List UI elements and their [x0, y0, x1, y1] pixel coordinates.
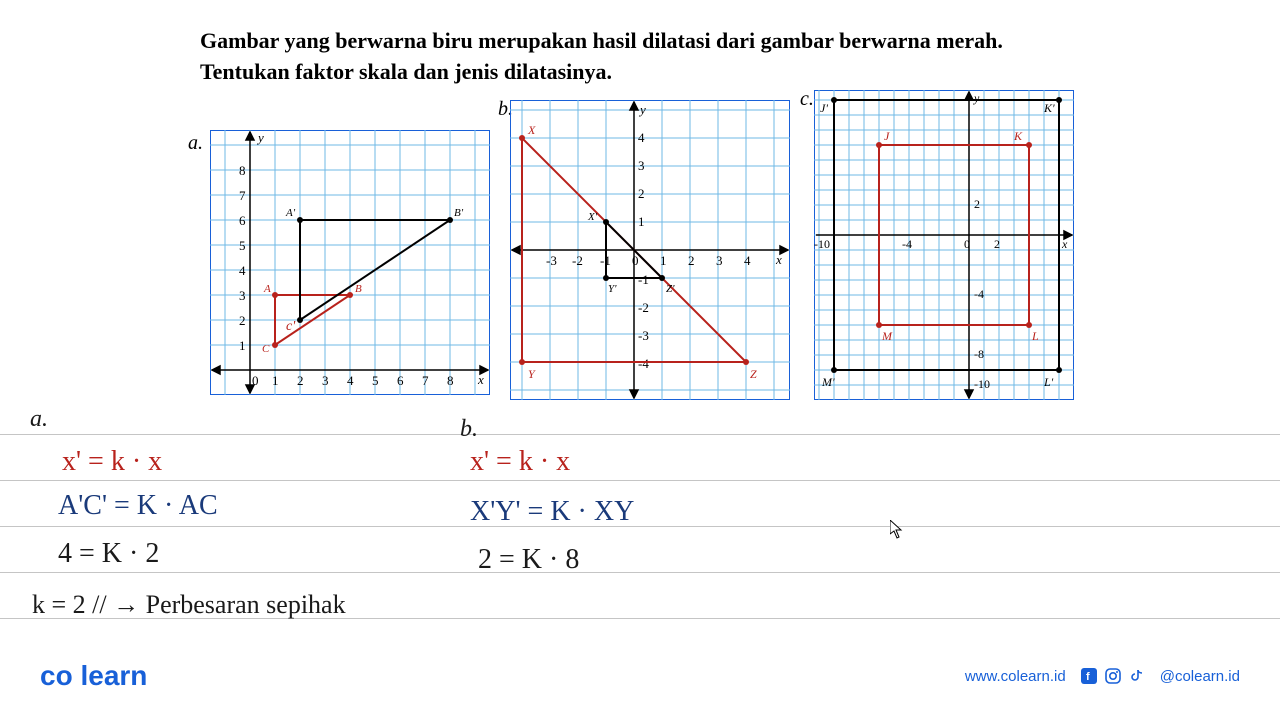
svg-text:1: 1 — [660, 253, 667, 268]
svg-text:x: x — [1061, 237, 1068, 251]
svg-text:K: K — [1013, 129, 1023, 143]
svg-text:Y: Y — [528, 367, 536, 381]
svg-text:L: L — [1031, 329, 1039, 343]
svg-text:B': B' — [454, 207, 464, 219]
svg-text:5: 5 — [372, 373, 379, 388]
svg-text:-2: -2 — [572, 253, 583, 268]
svg-text:Z: Z — [750, 367, 757, 381]
social-handle: @colearn.id — [1160, 668, 1240, 685]
hw-b-line1: x' = k · x — [470, 446, 570, 478]
svg-text:3: 3 — [322, 373, 329, 388]
svg-text:1: 1 — [638, 214, 645, 229]
svg-text:8: 8 — [239, 163, 246, 178]
svg-text:2: 2 — [974, 197, 980, 211]
social-icons: f — [1080, 667, 1146, 685]
svg-text:-3: -3 — [638, 328, 649, 343]
svg-text:-4: -4 — [638, 356, 649, 371]
diagram-c: -10 -4 0 2 2 -4 -8 -10 y x J K L M J' K' L' M' — [814, 90, 1074, 400]
question-text: Gambar yang berwarna biru merupakan hasi… — [200, 26, 1080, 88]
svg-text:7: 7 — [422, 373, 429, 388]
svg-text:5: 5 — [239, 238, 246, 253]
svg-text:y: y — [638, 102, 646, 117]
svg-text:2: 2 — [688, 253, 695, 268]
svg-text:0: 0 — [252, 373, 259, 388]
tiktok-icon — [1128, 667, 1146, 685]
svg-text:y: y — [973, 91, 980, 105]
footer: co learn www.colearn.id f @colearn.id — [0, 656, 1280, 696]
svg-text:M: M — [881, 329, 893, 343]
svg-text:Z': Z' — [666, 283, 675, 295]
svg-text:x: x — [775, 252, 782, 267]
site-url: www.colearn.id — [965, 668, 1066, 685]
hw-a-line1: x' = k · x — [62, 446, 162, 478]
svg-text:2: 2 — [994, 237, 1000, 251]
hw-a-line3: 4 = K · 2 — [58, 538, 159, 570]
svg-text:M': M' — [821, 375, 835, 389]
svg-text:C: C — [262, 343, 270, 355]
svg-text:-10: -10 — [974, 377, 990, 391]
svg-text:X: X — [527, 123, 536, 137]
svg-text:J': J' — [820, 101, 828, 115]
svg-text:x: x — [477, 372, 484, 387]
diagram-a-label: a. — [188, 132, 203, 155]
svg-text:6: 6 — [397, 373, 404, 388]
hw-b-line3: 2 = K · 8 — [478, 544, 579, 576]
svg-text:A': A' — [285, 207, 296, 219]
diagram-c-label: c. — [800, 88, 814, 111]
svg-text:-8: -8 — [974, 347, 984, 361]
svg-text:4: 4 — [638, 130, 645, 145]
brand-logo: co learn — [40, 660, 147, 692]
svg-text:4: 4 — [744, 253, 751, 268]
hw-b-line2: X'Y' = K · XY — [470, 496, 634, 528]
svg-text:2: 2 — [638, 186, 645, 201]
svg-text:6: 6 — [239, 213, 246, 228]
svg-text:0: 0 — [964, 237, 970, 251]
svg-text:-4: -4 — [974, 287, 984, 301]
svg-text:-2: -2 — [638, 300, 649, 315]
svg-text:3: 3 — [638, 158, 645, 173]
svg-text:3: 3 — [239, 288, 246, 303]
svg-text:y: y — [256, 130, 264, 145]
svg-text:7: 7 — [239, 188, 246, 203]
svg-text:-3: -3 — [546, 253, 557, 268]
svg-text:K': K' — [1043, 101, 1055, 115]
svg-text:Y': Y' — [608, 283, 617, 295]
svg-text:8: 8 — [447, 373, 454, 388]
footer-right: www.colearn.id f @colearn.id — [965, 667, 1240, 685]
hw-a-label: a. — [30, 406, 48, 433]
svg-text:4: 4 — [347, 373, 354, 388]
svg-text:-10: -10 — [814, 237, 830, 251]
logo-co: co — [40, 660, 73, 691]
logo-learn: learn — [80, 660, 147, 691]
svg-text:1: 1 — [239, 338, 246, 353]
svg-text:X': X' — [587, 211, 598, 223]
diagram-a: 12345678 012345678 yx ABC A'B'c' — [210, 130, 490, 395]
svg-text:4: 4 — [239, 263, 246, 278]
svg-text:L': L' — [1043, 375, 1054, 389]
svg-text:-4: -4 — [902, 237, 912, 251]
svg-text:c': c' — [286, 319, 296, 334]
svg-text:B: B — [355, 283, 362, 295]
svg-text:2: 2 — [297, 373, 304, 388]
hw-a-line4: k = 2 // → Perbesaran sepihak — [32, 590, 346, 620]
svg-text:2: 2 — [239, 313, 246, 328]
svg-text:J: J — [884, 129, 890, 143]
mouse-cursor-icon — [890, 520, 906, 545]
svg-text:A: A — [263, 283, 271, 295]
hw-a-line2: A'C' = K · AC — [58, 490, 218, 522]
svg-text:-1: -1 — [638, 272, 649, 287]
hw-b-label: b. — [460, 416, 478, 443]
svg-text:f: f — [1086, 671, 1090, 683]
svg-text:0: 0 — [632, 253, 639, 268]
diagram-b: 4321 -1-2-3-4 -3-2-101234 yx XYZ X'Y'Z' — [510, 100, 790, 400]
facebook-icon: f — [1080, 667, 1098, 685]
svg-text:1: 1 — [272, 373, 279, 388]
svg-text:3: 3 — [716, 253, 723, 268]
instagram-icon — [1104, 667, 1122, 685]
